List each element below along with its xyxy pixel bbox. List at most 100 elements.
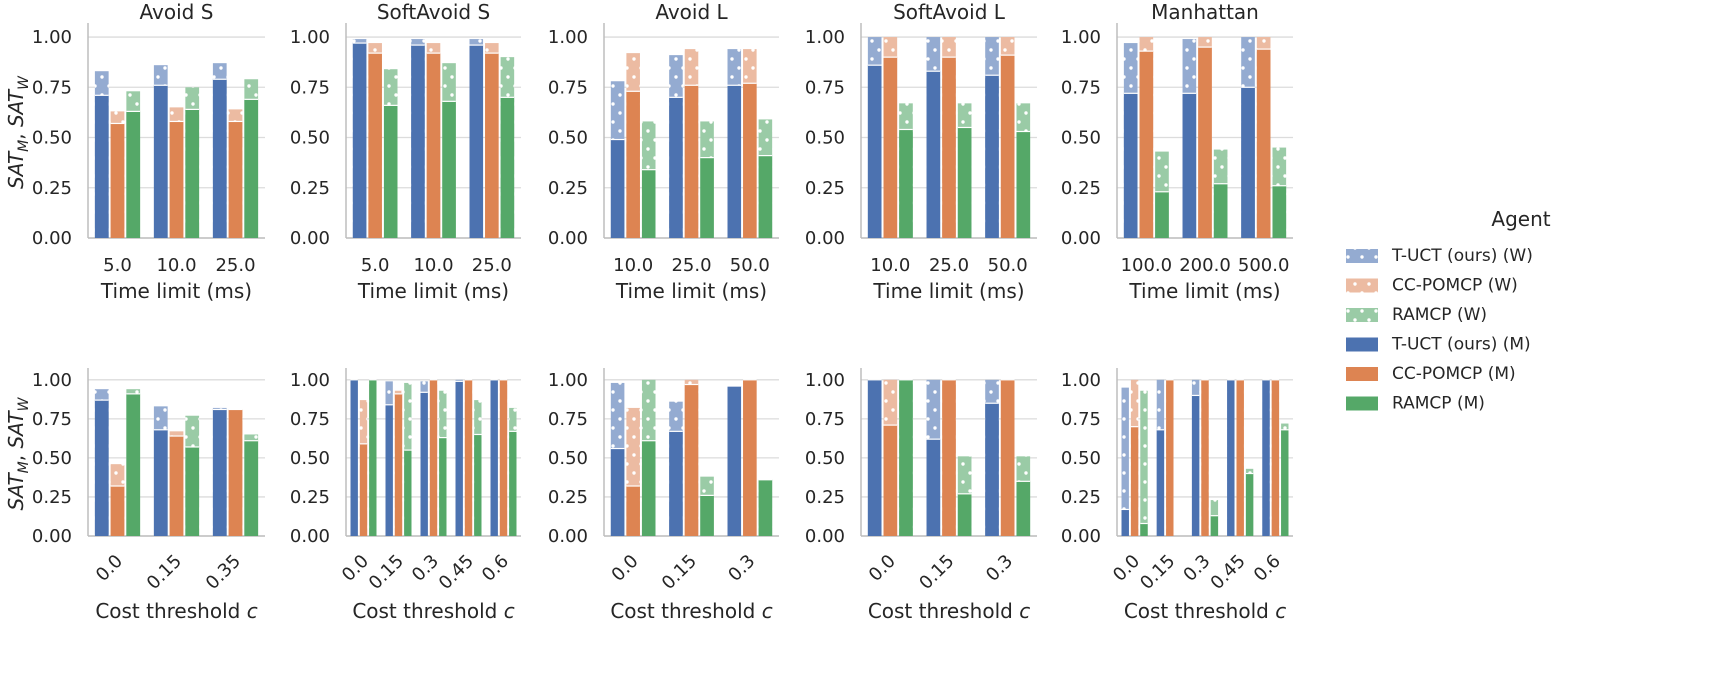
- bar-cc-pomcp-m-5-0: [368, 53, 382, 238]
- bar-t-uct-ours-m-0-0: [1121, 509, 1129, 536]
- x-tick-label: 0.3: [724, 551, 759, 586]
- y-tick-label: 0.50: [290, 128, 330, 149]
- bar-cc-pomcp-m-0-0: [110, 486, 125, 536]
- bar-t-uct-ours-m-100-0: [1123, 93, 1138, 238]
- bar-t-uct-ours-m-0-15: [153, 429, 168, 536]
- y-tick-label: 0.75: [1061, 409, 1101, 430]
- x-axis-label: Time limit (ms): [872, 279, 1024, 303]
- y-tick-label: 0.25: [805, 487, 845, 508]
- x-axis-label: Cost threshold c: [95, 599, 257, 623]
- y-tick-label: 0.25: [548, 178, 588, 199]
- subplot-time-softavoid-l: 0.00 0.25 0.50 0.75 1.00 10.0 25.0 50.0 SoftAvoi…: [805, 0, 1037, 303]
- x-tick-label: 10.0: [413, 255, 453, 276]
- bar-t-uct-ours-m-50-0: [727, 85, 742, 239]
- bar-cc-pomcp-m-0-45: [1236, 379, 1244, 536]
- x-tick-label: 25.0: [472, 255, 512, 276]
- y-tick-label: 1.00: [290, 27, 330, 48]
- bar-cc-pomcp-m-0-15: [942, 379, 956, 536]
- y-tick-label: 1.00: [548, 27, 588, 48]
- bar-ramcp-m-0-15: [185, 446, 200, 536]
- legend-label-t-uct-ours-m: T-UCT (ours) (M): [1391, 335, 1531, 355]
- bar-t-uct-ours-m-0-35: [212, 409, 227, 536]
- bar-cc-pomcp-m-0-0: [359, 443, 368, 536]
- x-axis-label: Time limit (ms): [615, 279, 767, 303]
- bar-t-uct-ours-m-200-0: [1182, 93, 1197, 238]
- bar-t-uct-ours-m-0-15: [926, 439, 941, 536]
- y-tick-label: 0.00: [32, 526, 72, 547]
- subplot-time-manhattan: 0.00 0.25 0.50 0.75 1.00 100.0 200.0 500.0 Manha…: [1061, 0, 1293, 303]
- y-tick-label: 0.50: [548, 448, 588, 469]
- legend-swatch-t-uct-ours-w: [1346, 249, 1378, 263]
- bar-t-uct-ours-m-0-6: [1262, 379, 1270, 536]
- bar-cc-pomcp-m-0-3: [1201, 379, 1209, 536]
- bar-cc-pomcp-m-0-0: [1130, 426, 1139, 536]
- x-tick-label: 10.0: [613, 255, 653, 276]
- bar-t-uct-ours-m-0-0: [610, 448, 625, 536]
- y-tick-label: 0.75: [548, 77, 588, 98]
- x-tick-label: 0.0: [92, 551, 127, 586]
- x-tick-label: 5.0: [361, 255, 390, 276]
- y-tick-label: 0.00: [1061, 526, 1101, 547]
- bar-t-uct-ours-m-0-3: [420, 392, 428, 536]
- bar-ramcp-m-5-0: [126, 111, 141, 238]
- subplot-time-softavoid-s: 0.00 0.25 0.50 0.75 1.00 5.0 10.0 25.0 SoftAvoid…: [290, 0, 521, 303]
- bar-ramcp-m-0-15: [404, 450, 412, 536]
- subplot-title: SoftAvoid S: [377, 0, 490, 24]
- x-axis-label: Time limit (ms): [1128, 279, 1280, 303]
- bar-cc-pomcp-m-500-0: [1256, 49, 1271, 238]
- y-tick-label: 0.50: [32, 448, 72, 469]
- bar-cc-pomcp-m-0-45: [464, 379, 473, 536]
- bar-t-uct-ours-m-0-0: [867, 379, 882, 536]
- legend-swatch-t-uct-ours-m: [1346, 337, 1378, 352]
- bar-ramcp-m-0-45: [1245, 473, 1254, 536]
- bar-cc-pomcp-m-0-15: [394, 393, 403, 536]
- x-tick-label: 5.0: [103, 255, 132, 276]
- bar-cc-pomcp-m-10-0: [883, 57, 898, 239]
- y-tick-label: 0.25: [290, 178, 330, 199]
- y-tick-label: 1.00: [805, 27, 845, 48]
- bar-ramcp-m-25-0: [244, 99, 259, 238]
- legend-swatch-ramcp-w: [1346, 308, 1378, 322]
- bar-ramcp-m-25-0: [700, 157, 714, 238]
- y-tick-label: 0.00: [290, 228, 330, 249]
- y-tick-label: 1.00: [290, 370, 330, 391]
- bar-t-uct-ours-m-0-15: [1156, 429, 1165, 536]
- bar-t-uct-ours-m-0-45: [455, 381, 463, 536]
- x-tick-label: 0.45: [1207, 551, 1250, 594]
- bar-cc-pomcp-m-0-6: [1271, 379, 1280, 536]
- x-tick-label: 0.3: [982, 551, 1017, 586]
- subplot-title: Avoid S: [140, 0, 214, 24]
- y-tick-label: 0.25: [1061, 178, 1101, 199]
- x-tick-label: 0.6: [478, 551, 513, 586]
- bar-ramcp-m-0-0: [899, 379, 913, 536]
- y-tick-label: 0.75: [548, 409, 588, 430]
- y-tick-label: 0.00: [548, 228, 588, 249]
- x-axis-label: Cost threshold c: [1124, 599, 1286, 623]
- bar-cc-pomcp-m-0-0: [626, 486, 640, 536]
- legend-label-cc-pomcp-w: CC-POMCP (W): [1392, 276, 1518, 296]
- x-tick-label: 25.0: [929, 255, 969, 276]
- y-tick-label: 1.00: [32, 370, 72, 391]
- y-axis-label: SATM, SATW: [4, 75, 32, 189]
- legend-title: Agent: [1491, 207, 1550, 231]
- bar-ramcp-m-50-0: [1016, 131, 1031, 238]
- y-tick-label: 0.00: [290, 526, 330, 547]
- bar-ramcp-m-200-0: [1213, 183, 1228, 238]
- x-tick-label: 500.0: [1238, 255, 1290, 276]
- bar-cc-pomcp-m-10-0: [626, 91, 640, 238]
- subplot-time-avoid-l: 0.00 0.25 0.50 0.75 1.00 10.0 25.0 50.0 Avoid L T…: [548, 0, 779, 303]
- bar-ramcp-m-10-0: [899, 129, 913, 238]
- bar-cc-pomcp-m-25-0: [684, 85, 699, 239]
- y-tick-label: 0.75: [32, 77, 72, 98]
- y-tick-label: 0.75: [32, 409, 72, 430]
- x-tick-label: 200.0: [1179, 255, 1231, 276]
- bar-cc-pomcp-m-100-0: [1139, 51, 1154, 238]
- x-tick-label: 0.0: [608, 551, 643, 586]
- y-axis-label: SATM, SATW: [4, 396, 32, 510]
- x-tick-label: 50.0: [730, 255, 770, 276]
- bar-ramcp-m-0-3: [1016, 481, 1031, 536]
- y-tick-label: 0.50: [290, 448, 330, 469]
- subplot-cost-softavoid-l: 0.00 0.25 0.50 0.75 1.00 0.0 0.15 0.3 Cost thres…: [805, 368, 1037, 623]
- bar-ramcp-m-100-0: [1155, 191, 1169, 238]
- x-tick-label: 0.0: [865, 551, 900, 586]
